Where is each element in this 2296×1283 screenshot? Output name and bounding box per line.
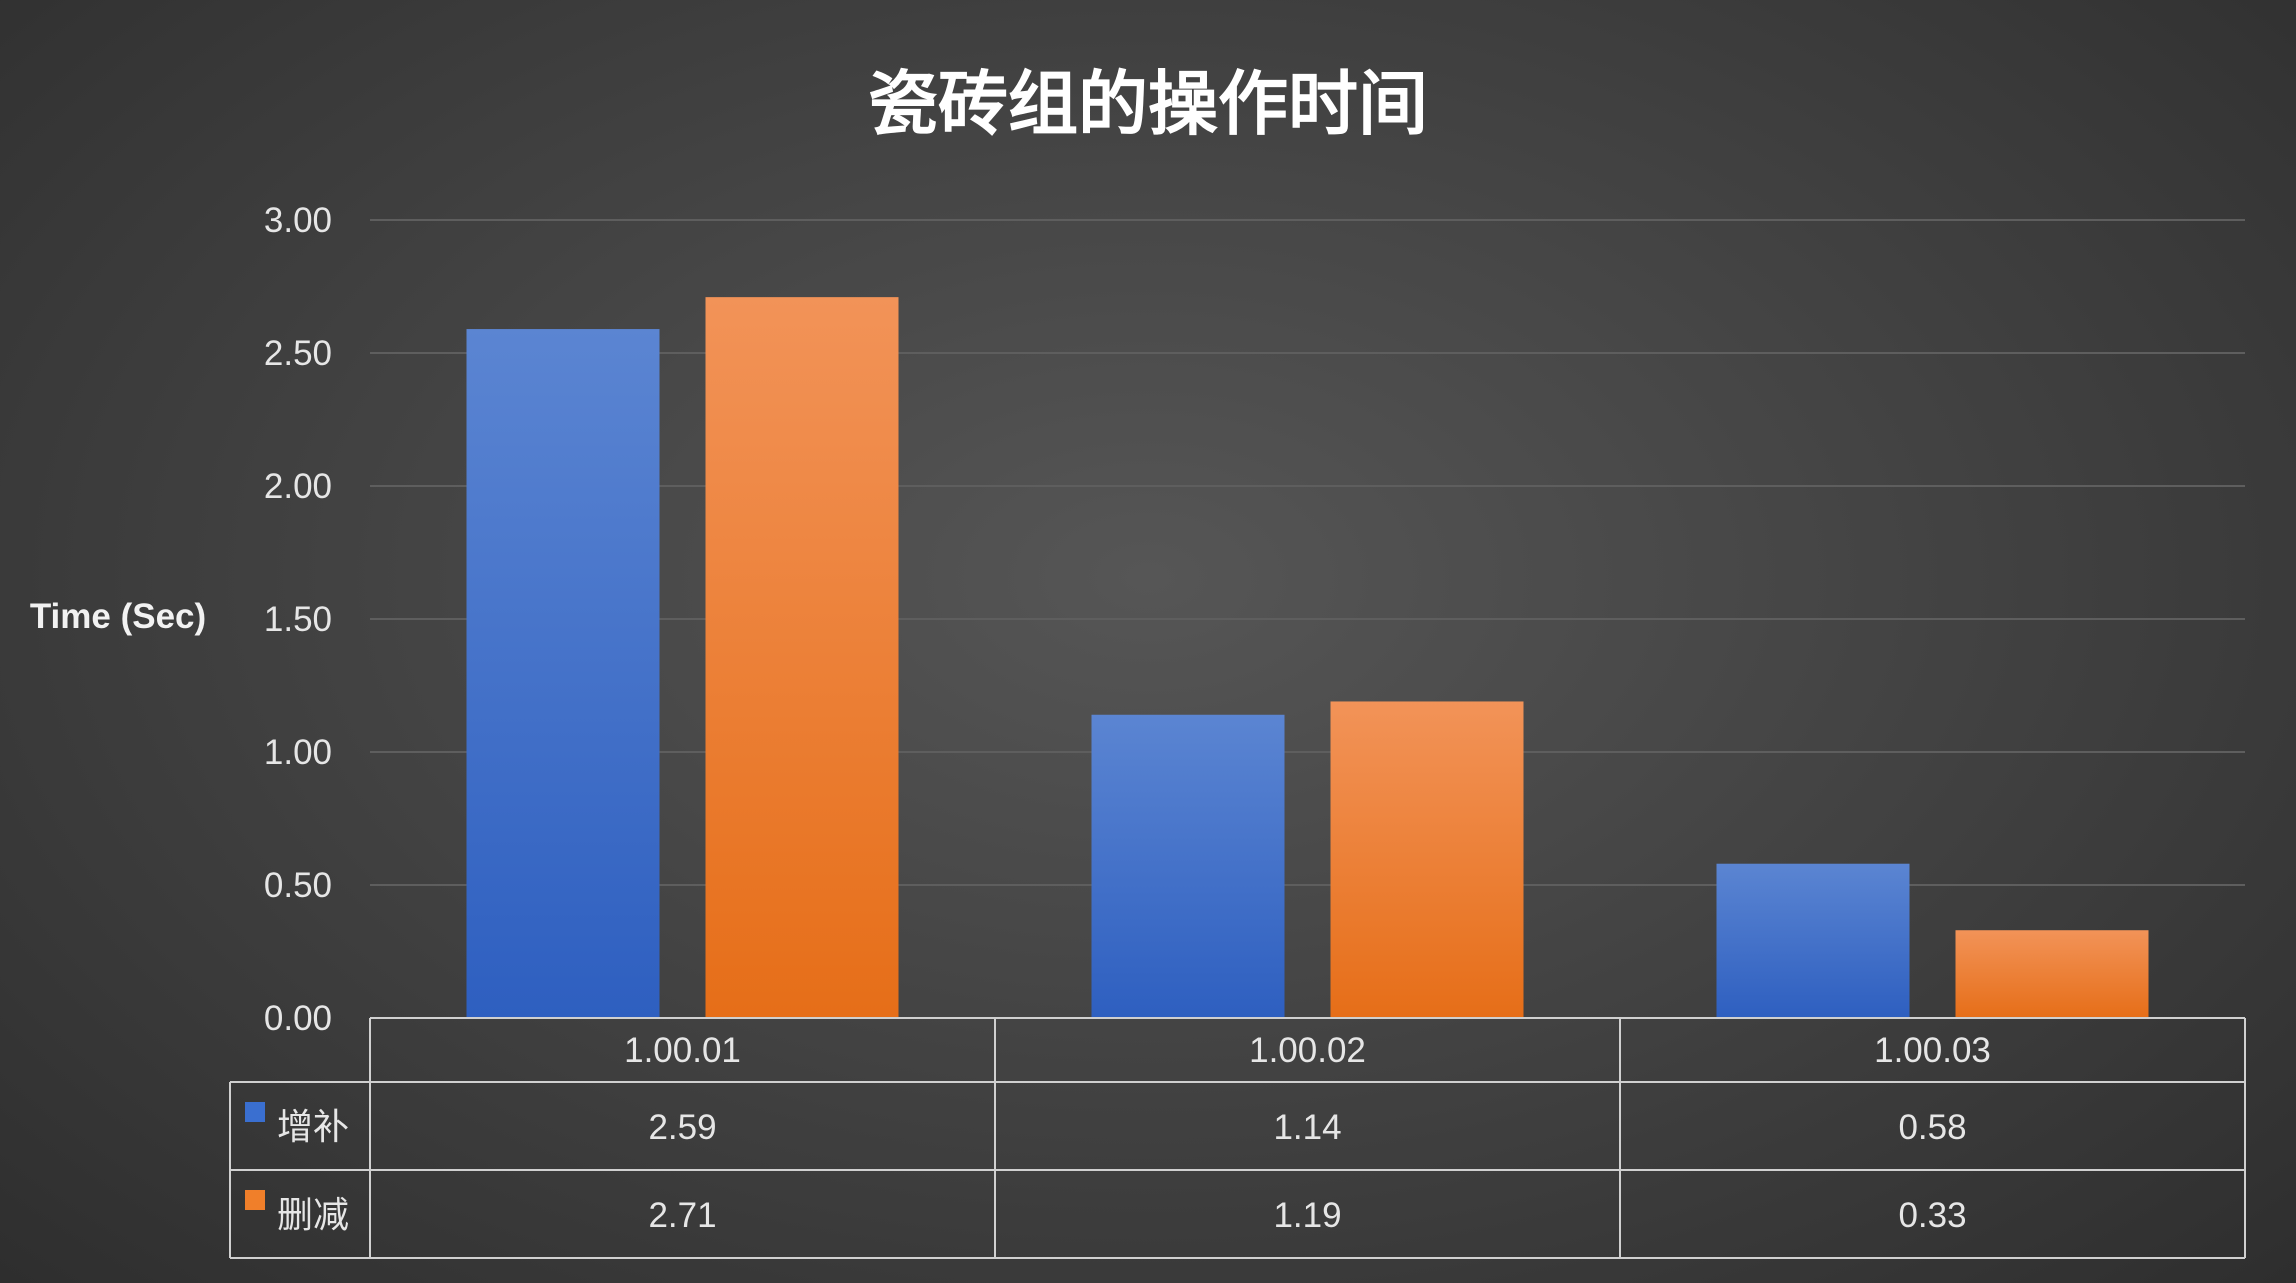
y-tick-label: 0.50 — [264, 866, 332, 905]
bar-s1-c0 — [705, 297, 899, 1018]
bar-s1-c1 — [1330, 701, 1524, 1018]
data-label: 2.71 — [648, 1196, 716, 1235]
legend-entry: 增补 — [277, 1107, 349, 1148]
bar-s0-c0 — [466, 329, 660, 1018]
legend-swatch — [245, 1102, 265, 1122]
bar-s1-c2 — [1955, 930, 2149, 1018]
category-label: 1.00.03 — [1874, 1031, 1991, 1070]
legend-entry: 删减 — [277, 1195, 349, 1236]
bar-s0-c2 — [1716, 863, 1910, 1018]
y-axis-ticks: 0.00 0.50 1.00 1.50 2.00 2.50 3.00 — [264, 201, 332, 1038]
category-label: 1.00.02 — [1249, 1031, 1366, 1070]
data-label: 1.14 — [1273, 1108, 1341, 1147]
data-label: 1.19 — [1273, 1196, 1341, 1235]
bar-s0-c1 — [1091, 714, 1285, 1018]
y-tick-label: 3.00 — [264, 201, 332, 240]
gridlines — [370, 219, 2245, 886]
data-label: 2.59 — [648, 1108, 716, 1147]
data-table: 1.00.01 1.00.02 1.00.03 增补 2.59 1.14 0.58 删减 2.7… — [229, 1017, 2246, 1259]
legend-swatch — [245, 1190, 265, 1210]
chart-title: 瓷砖组的操作时间 — [868, 63, 1428, 145]
y-tick-label: 2.50 — [264, 334, 332, 373]
y-tick-label: 1.00 — [264, 733, 332, 772]
y-tick-label: 1.50 — [264, 600, 332, 639]
data-label: 0.33 — [1898, 1196, 1966, 1235]
bars — [466, 297, 2149, 1018]
y-tick-label: 2.00 — [264, 467, 332, 506]
y-tick-label: 0.00 — [264, 999, 332, 1038]
category-label: 1.00.01 — [624, 1031, 741, 1070]
data-label: 0.58 — [1898, 1108, 1966, 1147]
y-axis-label: Time (Sec) — [30, 597, 206, 636]
